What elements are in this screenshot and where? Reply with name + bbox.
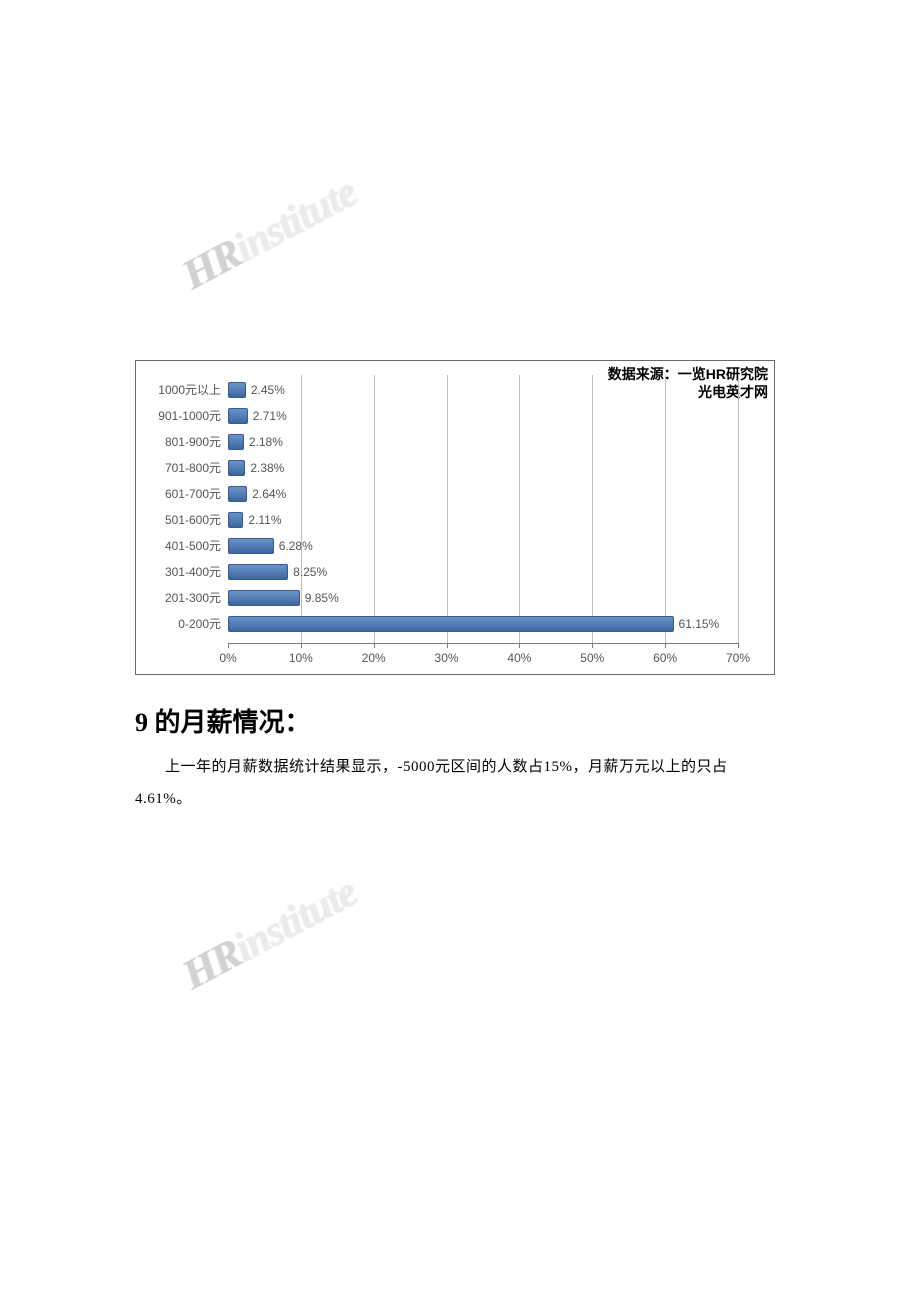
- watermark-hr: HR: [175, 931, 248, 999]
- chart-x-tick-mark: [665, 643, 666, 648]
- chart-y-label: 301-400元: [131, 561, 221, 583]
- salary-distribution-chart: 数据来源：一览HR研究院 光电英才网 2.45%2.71%2.18%2.38%2…: [135, 360, 775, 675]
- chart-bar-row: 2.38%: [228, 457, 284, 479]
- chart-bar-row: 2.18%: [228, 431, 283, 453]
- chart-x-axis: [228, 643, 738, 644]
- chart-y-label: 901-1000元: [131, 405, 221, 427]
- chart-bar: [228, 434, 244, 450]
- chart-bar: [228, 616, 674, 632]
- watermark-hr: HR: [175, 231, 248, 299]
- chart-bar-value-label: 2.45%: [251, 383, 285, 397]
- chart-bar: [228, 486, 247, 502]
- chart-gridline: [738, 375, 739, 643]
- chart-y-label: 1000元以上: [131, 379, 221, 401]
- chart-bar-value-label: 2.71%: [253, 409, 287, 423]
- chart-bar: [228, 538, 274, 554]
- chart-bar-value-label: 61.15%: [679, 617, 720, 631]
- chart-bar: [228, 564, 288, 580]
- chart-x-tick-label: 60%: [653, 651, 677, 665]
- watermark-bottom: HRinstitute: [175, 868, 365, 999]
- chart-bars: 2.45% 2.71% 2.18% 2.38% 2.64% 2.11% 6.28% 8.25%…: [228, 375, 738, 643]
- chart-y-label: 401-500元: [131, 535, 221, 557]
- chart-bar-value-label: 2.18%: [249, 435, 283, 449]
- chart-x-tick-label: 10%: [289, 651, 313, 665]
- chart-x-tick-label: 20%: [362, 651, 386, 665]
- chart-x-tick-label: 40%: [507, 651, 531, 665]
- body-paragraph: 上一年的月薪数据统计结果显示，-5000元区间的人数占15%，月薪万元以上的只占…: [135, 752, 775, 815]
- chart-x-tick-label: 0%: [219, 651, 236, 665]
- chart-bar-row: 8.25%: [228, 561, 327, 583]
- chart-bar-value-label: 2.38%: [250, 461, 284, 475]
- chart-bar: [228, 512, 243, 528]
- section-heading-text: 的月薪情况：: [148, 708, 311, 737]
- chart-x-tick-mark: [519, 643, 520, 648]
- chart-x-tick-label: 50%: [580, 651, 604, 665]
- chart-bar: [228, 590, 300, 606]
- watermark-rest: institute: [227, 869, 364, 971]
- chart-bar-row: 2.45%: [228, 379, 285, 401]
- chart-bar: [228, 408, 248, 424]
- chart-bar-value-label: 2.11%: [248, 513, 281, 527]
- chart-y-label: 0-200元: [131, 613, 221, 635]
- watermark-rest: institute: [227, 169, 364, 271]
- chart-bar-value-label: 9.85%: [305, 591, 339, 605]
- chart-bar-row: 2.71%: [228, 405, 287, 427]
- chart-bar-row: 61.15%: [228, 613, 719, 635]
- chart-y-label: 801-900元: [131, 431, 221, 453]
- chart-x-tick-mark: [301, 643, 302, 648]
- section-heading: 9 的月薪情况：: [135, 702, 311, 739]
- chart-plot-area: 2.45% 2.71% 2.18% 2.38% 2.64% 2.11% 6.28% 8.25%…: [228, 375, 738, 643]
- chart-y-label: 701-800元: [131, 457, 221, 479]
- chart-bar-row: 6.28%: [228, 535, 313, 557]
- chart-y-label: 601-700元: [131, 483, 221, 505]
- chart-x-tick-label: 30%: [435, 651, 459, 665]
- chart-x-tick-mark: [228, 643, 229, 648]
- chart-x-tick-mark: [374, 643, 375, 648]
- chart-x-tick-mark: [447, 643, 448, 648]
- chart-bar-row: 2.64%: [228, 483, 286, 505]
- chart-y-label: 501-600元: [131, 509, 221, 531]
- chart-bar: [228, 460, 245, 476]
- chart-bar-row: 9.85%: [228, 587, 339, 609]
- section-heading-number: 9: [135, 708, 148, 737]
- chart-x-tick-mark: [738, 643, 739, 648]
- chart-bar-row: 2.11%: [228, 509, 282, 531]
- watermark-top: HRinstitute: [175, 168, 365, 299]
- chart-bar-value-label: 8.25%: [293, 565, 327, 579]
- chart-bar-value-label: 2.64%: [252, 487, 286, 501]
- chart-bar: [228, 382, 246, 398]
- chart-bar-value-label: 6.28%: [279, 539, 313, 553]
- chart-x-tick-mark: [592, 643, 593, 648]
- chart-x-tick-label: 70%: [726, 651, 750, 665]
- chart-y-label: 201-300元: [131, 587, 221, 609]
